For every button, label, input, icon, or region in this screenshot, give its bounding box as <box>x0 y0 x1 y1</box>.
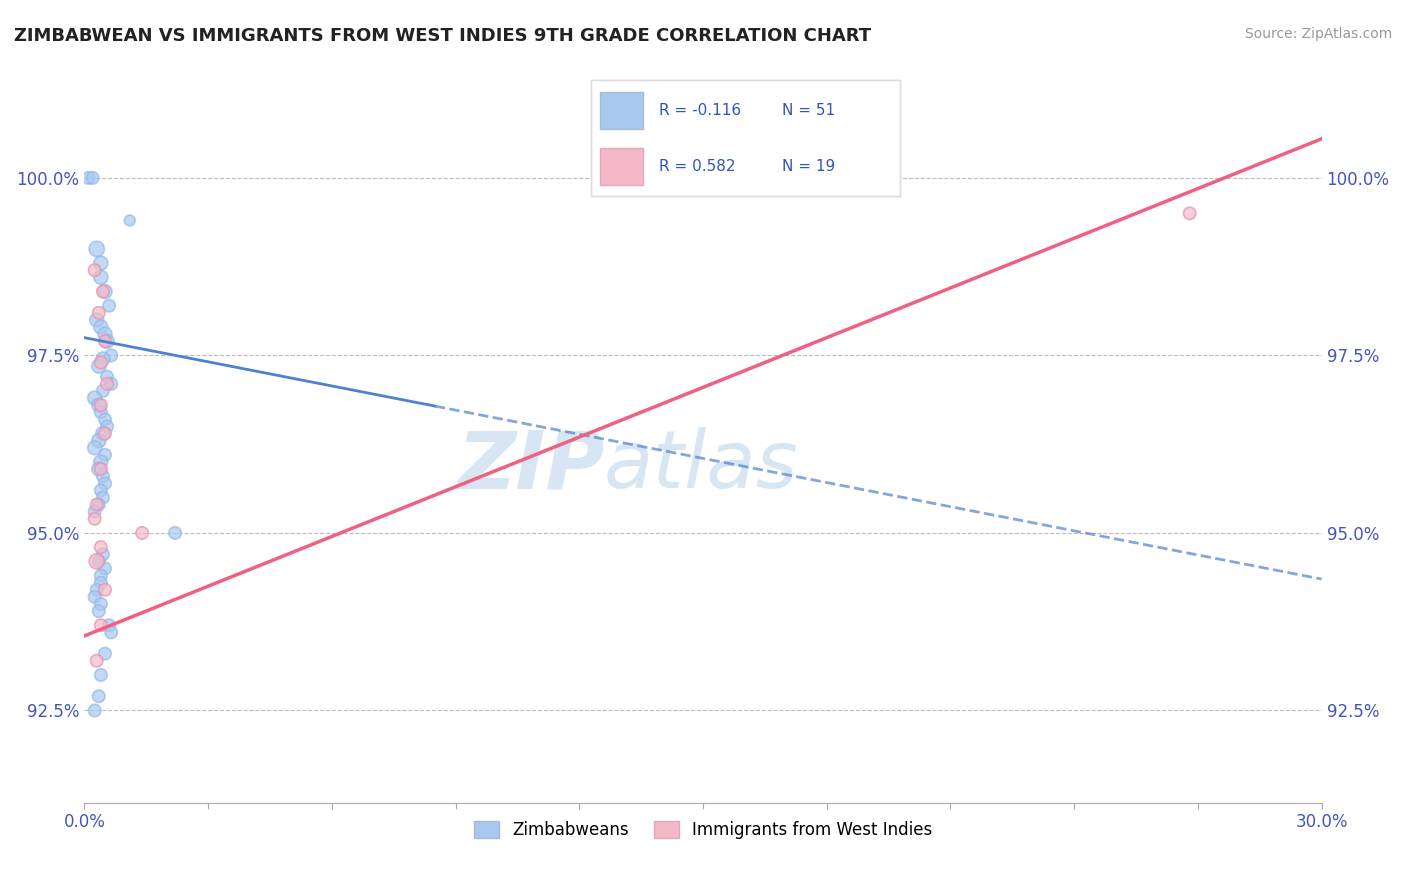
Point <box>96 369 118 384</box>
Point <box>87 434 110 448</box>
Point <box>86 654 108 668</box>
Point <box>91 547 114 561</box>
Point <box>90 462 112 476</box>
Point <box>83 512 105 526</box>
Point <box>87 398 110 412</box>
Point <box>83 441 105 455</box>
Point <box>90 398 112 412</box>
Point <box>90 270 112 285</box>
Point <box>91 469 114 483</box>
Legend: Zimbabweans, Immigrants from West Indies: Zimbabweans, Immigrants from West Indies <box>467 814 939 846</box>
Point <box>94 647 117 661</box>
Point <box>1178 206 1201 220</box>
Text: atlas: atlas <box>605 427 799 506</box>
Text: N = 51: N = 51 <box>782 103 835 118</box>
Point <box>98 299 121 313</box>
Point <box>96 334 118 349</box>
Point <box>90 618 112 632</box>
Point <box>90 405 112 419</box>
Text: R = 0.582: R = 0.582 <box>658 159 735 174</box>
Point <box>94 426 117 441</box>
Point <box>94 334 117 349</box>
Point <box>94 285 117 299</box>
Text: ZIMBABWEAN VS IMMIGRANTS FROM WEST INDIES 9TH GRADE CORRELATION CHART: ZIMBABWEAN VS IMMIGRANTS FROM WEST INDIE… <box>14 27 872 45</box>
Text: N = 19: N = 19 <box>782 159 835 174</box>
Point <box>83 391 105 405</box>
FancyBboxPatch shape <box>600 92 643 129</box>
Point <box>96 376 118 391</box>
Point <box>94 582 117 597</box>
Point <box>90 483 112 498</box>
Point <box>86 554 108 568</box>
Point <box>91 384 114 398</box>
Point <box>87 498 110 512</box>
Point <box>87 554 110 568</box>
Point <box>82 170 104 185</box>
Point <box>100 625 122 640</box>
Point <box>87 462 110 476</box>
Point <box>86 582 108 597</box>
Point <box>86 242 108 256</box>
Point <box>87 690 110 704</box>
Point <box>94 476 117 491</box>
Point <box>91 426 114 441</box>
Y-axis label: 9th Grade: 9th Grade <box>0 395 6 479</box>
FancyBboxPatch shape <box>600 147 643 185</box>
Point <box>90 256 112 270</box>
Point <box>100 348 122 362</box>
Point <box>96 419 118 434</box>
Point <box>94 412 117 426</box>
Point <box>87 604 110 618</box>
Point <box>90 455 112 469</box>
Point <box>83 590 105 604</box>
Point <box>90 540 112 554</box>
Point <box>165 525 187 540</box>
Point <box>90 597 112 611</box>
Point <box>90 575 112 590</box>
Point <box>94 561 117 575</box>
Point <box>83 263 105 277</box>
Point <box>83 505 105 519</box>
Point <box>131 525 153 540</box>
Point <box>90 355 112 369</box>
Point <box>90 320 112 334</box>
Point <box>91 491 114 505</box>
Point <box>94 448 117 462</box>
Text: ZIP: ZIP <box>457 427 605 506</box>
Point <box>87 306 110 320</box>
Point <box>90 568 112 582</box>
Point <box>90 668 112 682</box>
Text: Source: ZipAtlas.com: Source: ZipAtlas.com <box>1244 27 1392 41</box>
Point <box>94 327 117 342</box>
Point <box>87 359 110 373</box>
Point <box>83 704 105 718</box>
Point <box>77 170 100 185</box>
Point <box>91 285 114 299</box>
Point <box>118 213 141 227</box>
Point <box>100 376 122 391</box>
Point <box>86 313 108 327</box>
Point <box>98 618 121 632</box>
Point <box>630 170 652 185</box>
Point <box>91 351 114 366</box>
Text: R = -0.116: R = -0.116 <box>658 103 741 118</box>
Point <box>86 498 108 512</box>
